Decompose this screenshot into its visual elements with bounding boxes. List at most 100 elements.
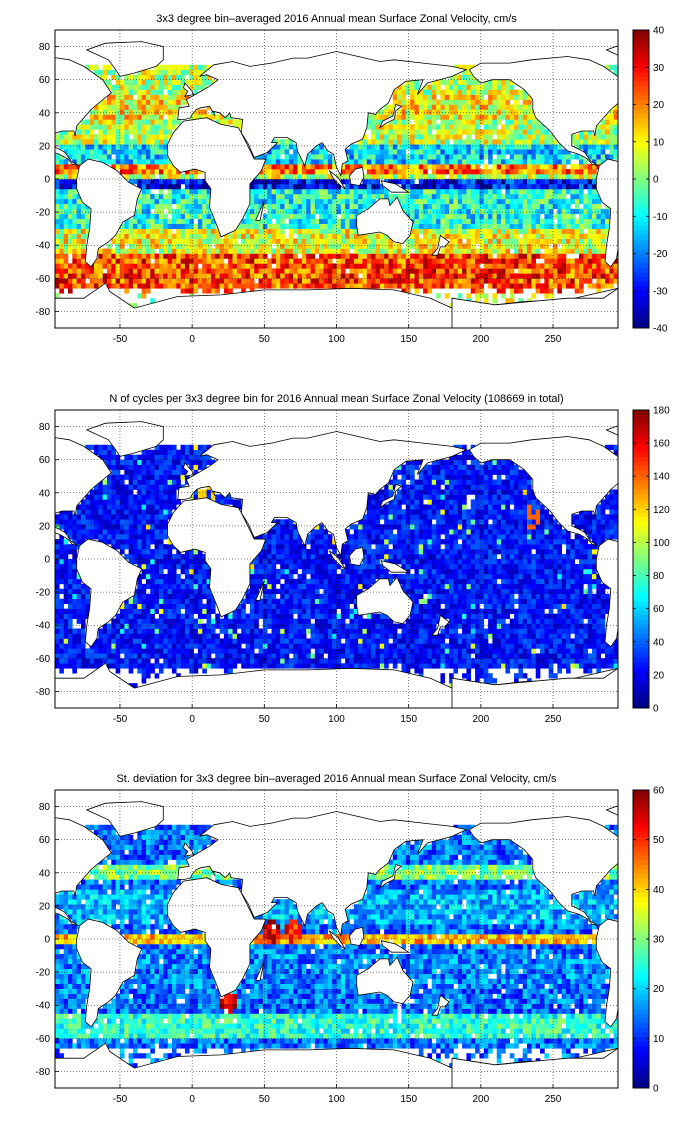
heatmap-cell xyxy=(323,208,329,215)
heatmap-cell xyxy=(431,174,437,180)
heatmap-cell xyxy=(119,129,125,135)
heatmap-cell xyxy=(509,84,515,90)
heatmap-cell xyxy=(540,159,545,165)
heatmap-cell xyxy=(323,193,329,200)
heatmap-cell xyxy=(440,119,446,125)
heatmap-cell xyxy=(158,668,164,674)
heatmap-cell xyxy=(401,84,407,90)
heatmap-cell xyxy=(115,283,121,289)
heatmap-cell xyxy=(63,268,69,274)
heatmap-cell xyxy=(193,188,199,195)
heatmap-cell xyxy=(132,598,138,604)
heatmap-cell xyxy=(557,213,562,220)
heatmap-cell xyxy=(531,139,537,145)
heatmap-cell xyxy=(418,278,424,284)
heatmap-cell xyxy=(59,174,64,180)
heatmap-cell xyxy=(137,549,142,555)
heatmap-cell xyxy=(449,159,454,165)
heatmap-cell xyxy=(544,188,550,195)
heatmap-cell xyxy=(492,114,498,120)
heatmap-cell xyxy=(475,258,480,264)
heatmap-cell xyxy=(206,238,212,244)
heatmap-cell xyxy=(145,539,151,545)
heatmap-cell xyxy=(514,89,519,95)
heatmap-cell xyxy=(137,623,142,629)
heatmap-cell xyxy=(371,263,376,269)
heatmap-cell xyxy=(154,233,160,239)
heatmap-cell xyxy=(375,169,381,175)
heatmap-cell xyxy=(384,233,389,239)
heatmap-cell xyxy=(514,149,519,155)
heatmap-cell xyxy=(479,288,485,294)
heatmap-cell xyxy=(605,273,610,279)
heatmap-cell xyxy=(141,668,147,674)
heatmap-cell xyxy=(457,124,463,130)
heatmap-cell xyxy=(137,208,142,215)
heatmap-cell xyxy=(531,203,537,210)
heatmap-cell xyxy=(314,273,320,279)
heatmap-cell xyxy=(288,258,294,264)
heatmap-cell xyxy=(228,119,233,125)
heatmap-cell xyxy=(479,104,485,110)
heatmap-cell xyxy=(59,243,64,249)
coastline xyxy=(349,166,365,187)
heatmap-cell xyxy=(115,663,121,669)
heatmap-cell xyxy=(72,203,77,210)
colorbar-segment xyxy=(633,151,649,157)
heatmap-cell xyxy=(89,648,95,654)
heatmap-cell xyxy=(501,179,506,185)
heatmap-cell xyxy=(232,253,238,259)
heatmap-cell xyxy=(561,278,567,284)
heatmap-cell xyxy=(102,623,108,629)
heatmap-cell xyxy=(111,524,116,530)
heatmap-cell xyxy=(206,258,212,264)
heatmap-cell xyxy=(314,154,320,160)
heatmap-cell xyxy=(583,268,588,274)
heatmap-cell xyxy=(349,283,355,289)
heatmap-cell xyxy=(501,99,506,105)
heatmap-cell xyxy=(132,149,138,155)
heatmap-cell xyxy=(128,139,134,145)
heatmap-cell xyxy=(124,258,129,264)
heatmap-cell xyxy=(85,663,90,669)
heatmap-cell xyxy=(509,233,515,239)
heatmap-cell xyxy=(167,218,173,224)
heatmap-cell xyxy=(401,129,407,135)
heatmap-cell xyxy=(124,484,129,490)
heatmap-cell xyxy=(167,109,173,115)
heatmap-cell xyxy=(600,134,606,140)
heatmap-cell xyxy=(119,149,125,155)
heatmap-cell xyxy=(202,198,207,205)
heatmap-cell xyxy=(119,648,125,654)
heatmap-cell xyxy=(613,154,619,160)
heatmap-cell xyxy=(410,114,415,120)
heatmap-cell xyxy=(275,273,281,279)
heatmap-cell xyxy=(410,233,415,239)
heatmap-cell xyxy=(124,233,129,239)
heatmap-cell xyxy=(102,534,108,540)
heatmap-cell xyxy=(592,144,597,150)
heatmap-cell xyxy=(89,489,95,495)
heatmap-cell xyxy=(579,169,584,175)
heatmap-cell xyxy=(219,268,225,274)
heatmap-cell xyxy=(444,293,450,299)
heatmap-cell xyxy=(63,238,69,244)
heatmap-cell xyxy=(119,253,125,259)
heatmap-cell xyxy=(85,608,90,614)
heatmap-cell xyxy=(215,233,220,239)
heatmap-cell xyxy=(427,228,433,234)
heatmap-cell xyxy=(167,124,173,130)
heatmap-cell xyxy=(163,183,168,190)
heatmap-cell xyxy=(72,233,77,239)
heatmap-cell xyxy=(488,174,493,180)
heatmap-cell xyxy=(553,169,558,175)
heatmap-cell xyxy=(145,263,151,269)
heatmap-cell xyxy=(449,278,454,284)
heatmap-cell xyxy=(375,258,381,264)
heatmap-cell xyxy=(531,134,537,140)
heatmap-cell xyxy=(206,243,212,249)
heatmap-cell xyxy=(418,253,424,259)
heatmap-cell xyxy=(59,559,64,565)
heatmap-cell xyxy=(275,228,281,234)
heatmap-cell xyxy=(176,228,181,234)
